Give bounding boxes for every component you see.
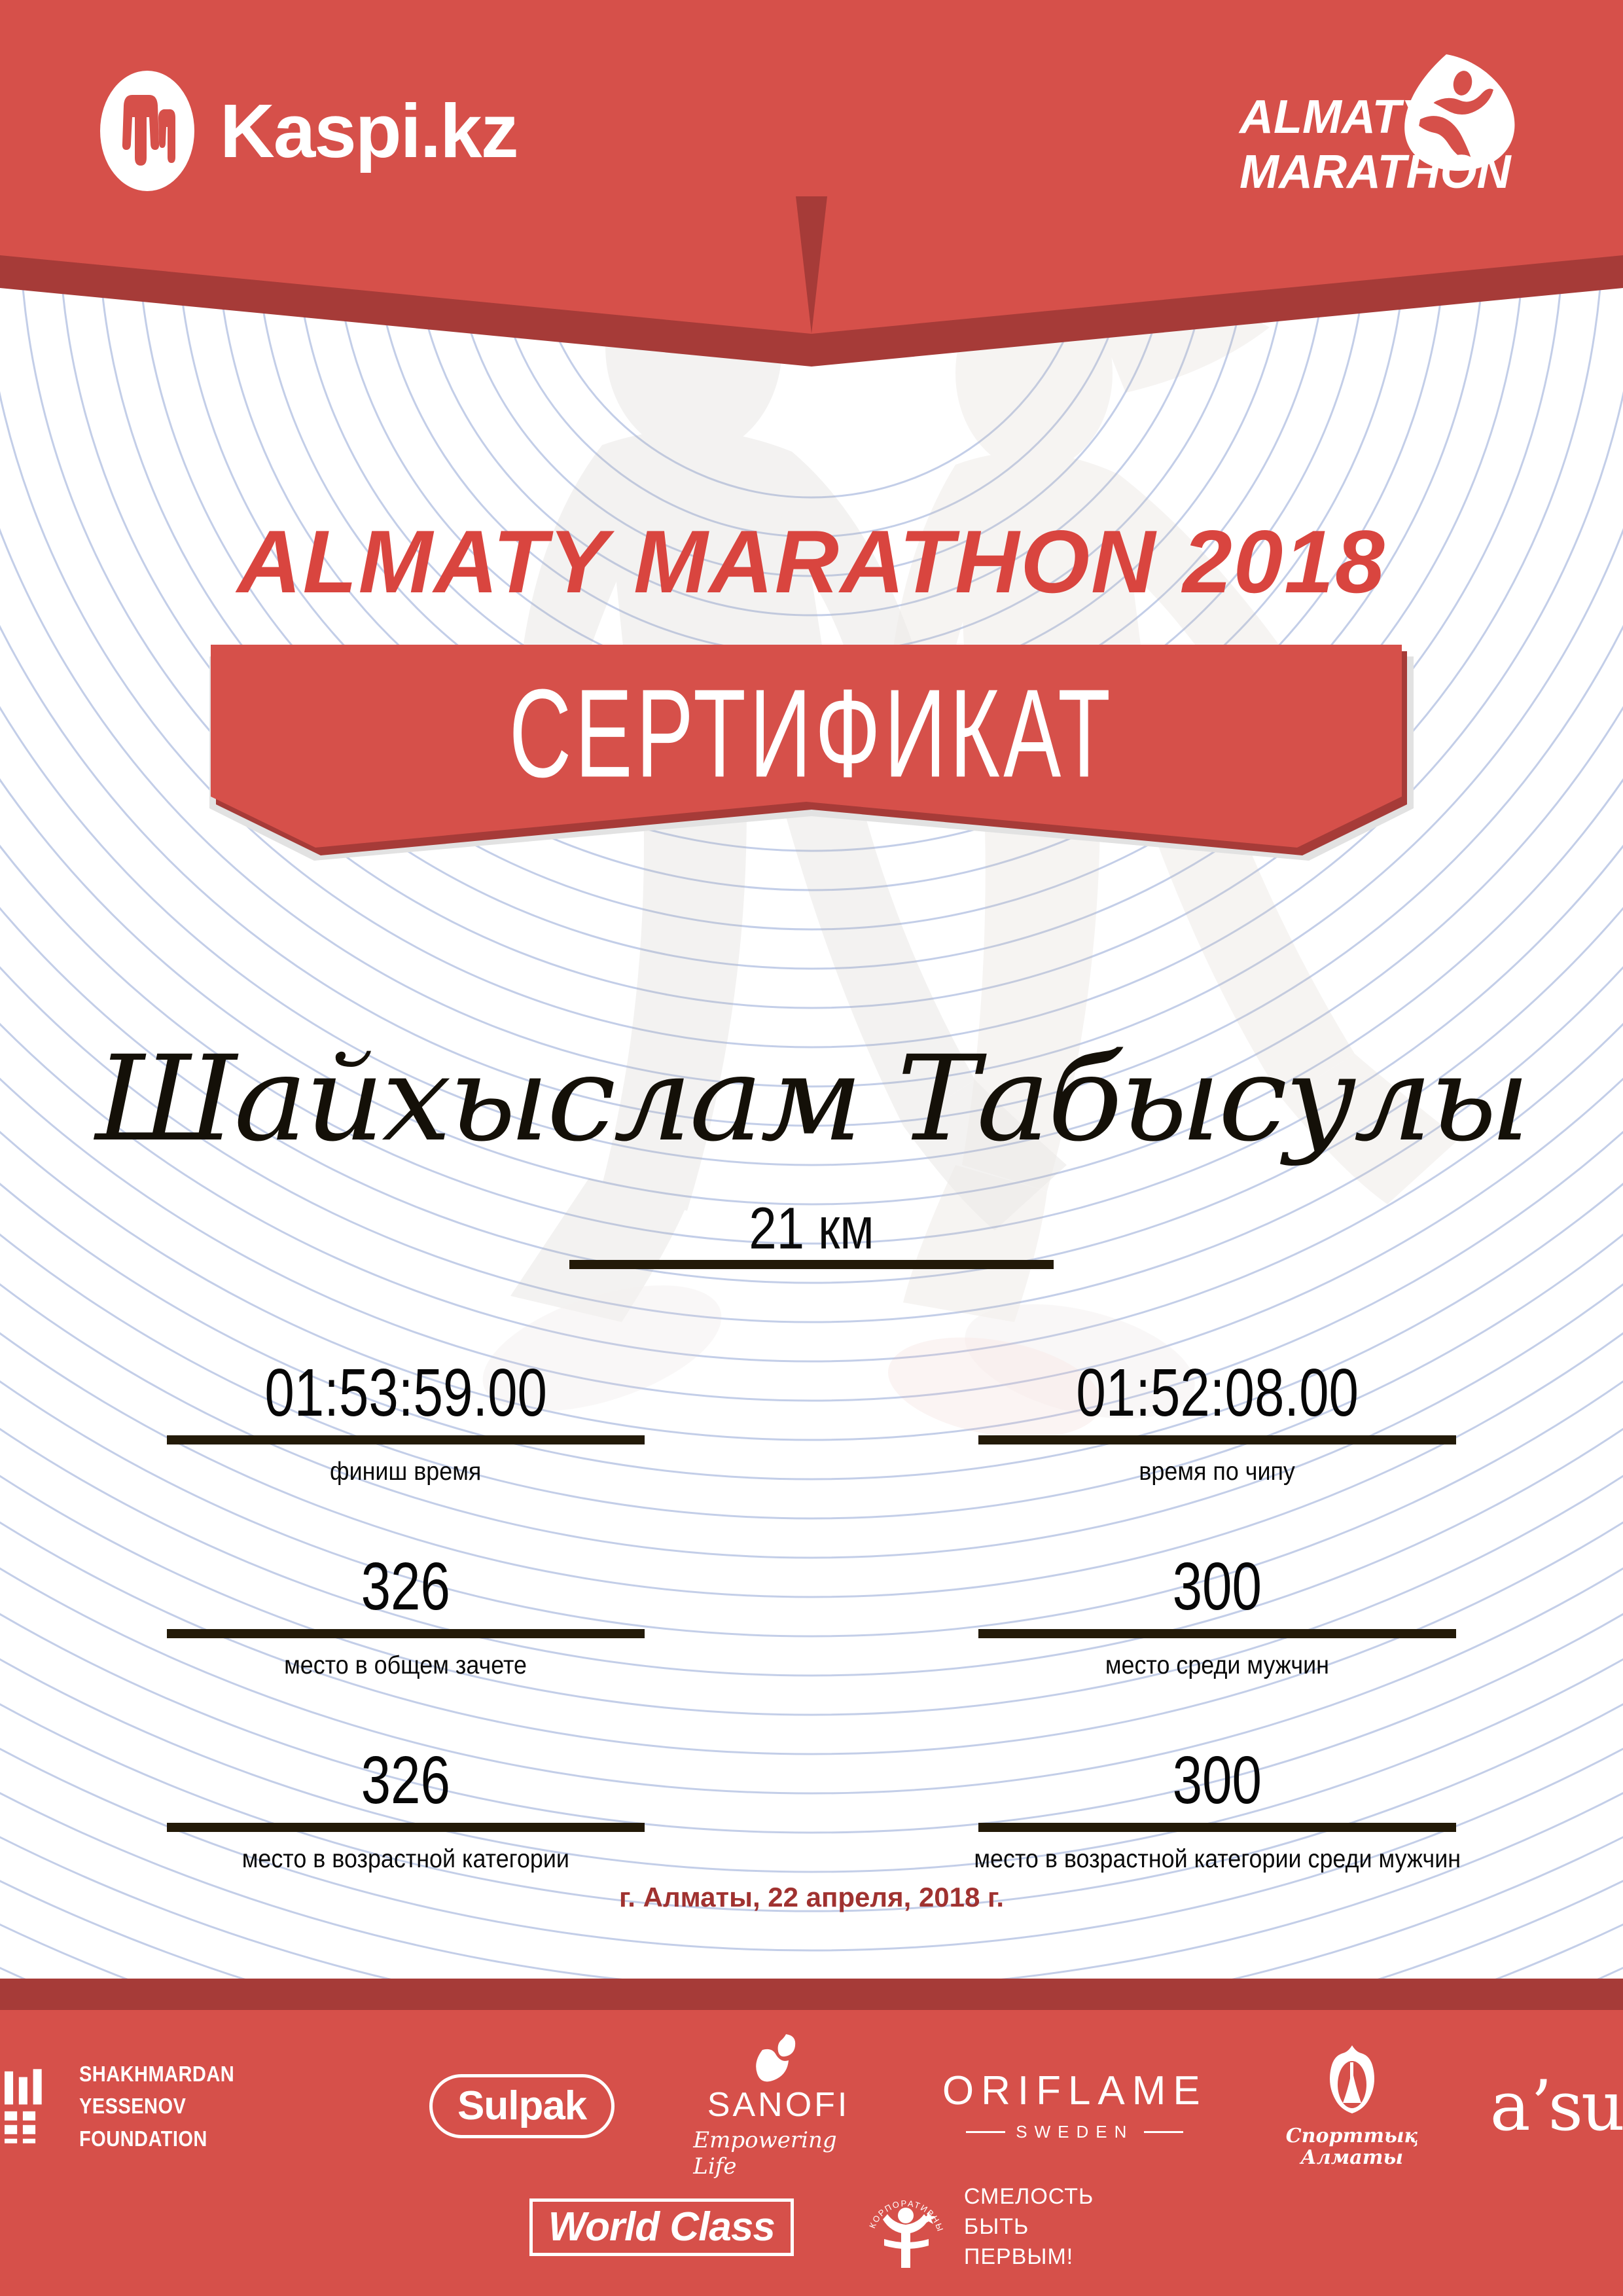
oriflame-wordmark: ORIFLAME [942, 2068, 1207, 2113]
result-cell-men-place: 300 место среди мужчин [812, 1552, 1623, 1680]
result-label: место в общем зачете [284, 1651, 527, 1679]
sanofi-swirl-icon [755, 2033, 802, 2084]
result-label: время по чипу [1139, 1458, 1296, 1486]
sponsor-asu: aʼsu [1490, 2072, 1623, 2140]
sponsor-shakhmardan-yessenov-foundation: SHAKHMARDAN YESSENOV FOUNDATION [0, 2058, 344, 2155]
smelost-line3: ПЕРВЫМ! [963, 2244, 1074, 2269]
certificate-banner: СЕРТИФИКАТ [196, 645, 1427, 861]
result-cell-overall-place: 326 место в общем зачете [0, 1552, 812, 1680]
world-class-line2: Class [669, 2204, 775, 2250]
result-rule [167, 1435, 645, 1444]
asu-wordmark: aʼsu [1489, 2066, 1623, 2146]
result-label: место в возрастной категории среди мужчи… [974, 1845, 1461, 1873]
kaspi-logo: Kaspi.kz [98, 69, 519, 193]
row-spacer [0, 1486, 1623, 1558]
result-row: 01:53:59.00 финиш время 01:52:08.00 врем… [0, 1359, 1623, 1486]
sponsor-row-1: SHAKHMARDAN YESSENOV FOUNDATION Sulpak [0, 2034, 1623, 2179]
sponsor-smelost-byt-pervym: КОРПОРАТИВНЫЙ ФОНД СМЕЛОСТЬ [866, 2182, 1094, 2272]
result-rule [978, 1435, 1456, 1444]
certificate-word: СЕРТИФИКАТ [508, 662, 1115, 803]
result-rule [167, 1629, 645, 1638]
result-rule [978, 1823, 1456, 1832]
world-class-wordmark: World Class [529, 2198, 794, 2256]
sponsor-row-2: World Class КОРПОРАТИВНЫЙ ФОНД [0, 2178, 1623, 2276]
oriflame-dash-left [966, 2130, 1006, 2133]
marathon-word-almaty: ALMATY [1238, 91, 1436, 143]
sponsor-footer: SHAKHMARDAN YESSENOV FOUNDATION Sulpak [0, 1979, 1623, 2296]
yessenov-line1: SHAKHMARDAN YESSENOV [79, 2061, 235, 2119]
result-label: место в возрастной категории [241, 1845, 570, 1873]
result-row: 326 место в возрастной категории 300 мес… [0, 1746, 1623, 1874]
result-rule [978, 1629, 1456, 1638]
result-value: 300 [1172, 1549, 1262, 1624]
sponsor-oriflame: ORIFLAME SWEDEN [942, 2068, 1207, 2142]
result-value: 01:53:59.00 [264, 1355, 547, 1431]
kaspi-logo-text: Kaspi.kz [220, 88, 519, 173]
distance-value: 21 км [749, 1196, 874, 1262]
marathon-word-marathon: MARATHON [1240, 146, 1512, 198]
result-rule [167, 1823, 645, 1832]
sanofi-tagline: Empowering Life [693, 2127, 837, 2179]
result-cell-finish-time: 01:53:59.00 финиш время [0, 1359, 812, 1486]
sport-almaty-wordmark: Спорттық Алматы [1286, 2125, 1418, 2168]
result-value: 300 [1172, 1742, 1262, 1818]
result-value: 326 [361, 1742, 451, 1818]
sponsor-world-class: World Class [529, 2198, 794, 2256]
smelost-wordmark: СМЕЛОСТЬ БЫТЬ ПЕРВЫМ! [964, 2182, 1094, 2272]
result-value: 326 [361, 1549, 451, 1624]
smelost-person-circle-icon: КОРПОРАТИВНЫЙ ФОНД [866, 2184, 946, 2270]
smelost-line1: СМЕЛОСТЬ [963, 2184, 1094, 2210]
sport-almaty-line1: Спорттық [1285, 2125, 1418, 2147]
result-value: 01:52:08.00 [1076, 1355, 1359, 1431]
results-grid: 01:53:59.00 финиш время 01:52:08.00 врем… [0, 1359, 1623, 1874]
yessenov-bars-icon [0, 2064, 57, 2149]
event-title: ALMATY MARATHON 2018 [237, 512, 1386, 611]
result-cell-age-category-place: 326 место в возрастной категории [0, 1746, 812, 1874]
oriflame-dash-right [1144, 2130, 1184, 2133]
result-label: место среди мужчин [1105, 1651, 1330, 1679]
smelost-line2: БЫТЬ [963, 2214, 1029, 2240]
oriflame-sub: SWEDEN [966, 2121, 1184, 2142]
sponsor-sport-almaty: Спорттық Алматы [1286, 2044, 1418, 2168]
sulpak-wordmark: Sulpak [429, 2074, 615, 2138]
result-cell-age-category-men-place: 300 место в возрастной категории среди м… [812, 1746, 1623, 1874]
almaty-marathon-logo: ALMATY MARATHON [1237, 49, 1525, 206]
world-class-line1: World [548, 2204, 660, 2250]
yessenov-line2: FOUNDATION [79, 2126, 208, 2151]
oriflame-sweden-text: SWEDEN [1016, 2121, 1134, 2142]
sponsor-sulpak: Sulpak [429, 2074, 615, 2138]
result-cell-chip-time: 01:52:08.00 время по чипу [812, 1359, 1623, 1486]
athlete-name-block: Шайхыслам Табысулы [0, 1041, 1623, 1158]
yessenov-name: SHAKHMARDAN YESSENOV FOUNDATION [79, 2058, 312, 2155]
kaspi-family-icon [98, 69, 196, 193]
place-date: г. Алматы, 22 апреля, 2018 г. [619, 1882, 1004, 1912]
sanofi-wordmark: SANOFI [707, 2086, 850, 2124]
result-label: финиш время [330, 1458, 482, 1486]
sport-almaty-emblem-icon [1321, 2044, 1383, 2123]
row-spacer [0, 1680, 1623, 1752]
distance-block: 21 км [0, 1200, 1623, 1259]
sport-almaty-line2: Алматы [1300, 2146, 1403, 2169]
athlete-name: Шайхыслам Табысулы [95, 1031, 1531, 1168]
sponsor-sanofi: SANOFI Empowering Life [693, 2033, 864, 2179]
footer-top-band [0, 1979, 1623, 2010]
result-row: 326 место в общем зачете 300 место среди… [0, 1552, 1623, 1680]
